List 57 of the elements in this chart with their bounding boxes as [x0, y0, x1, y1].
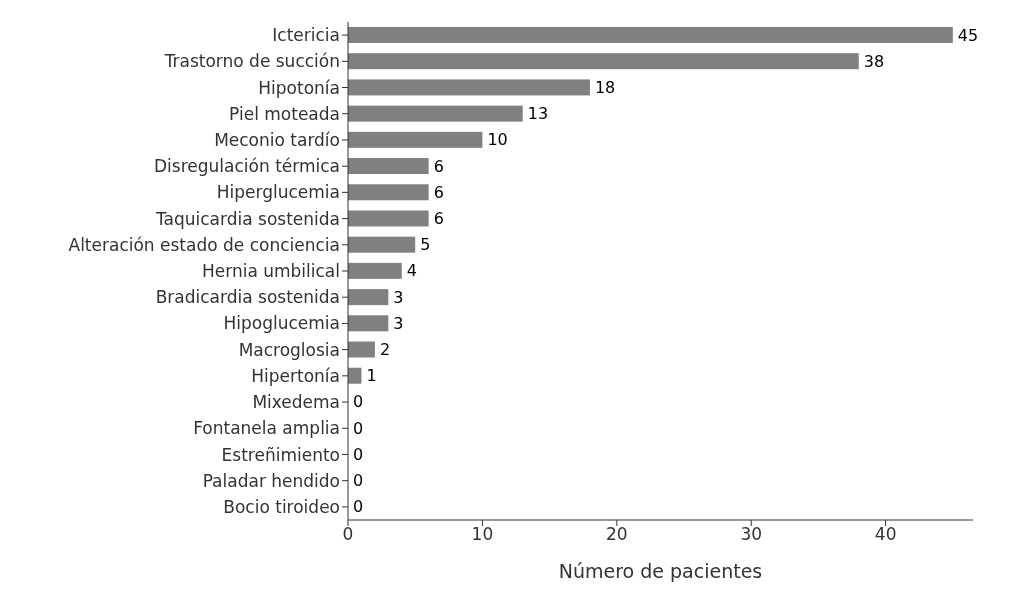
- y-tick-label: Estreñimiento: [221, 444, 340, 465]
- x-tick-label: 10: [471, 524, 494, 545]
- y-tick-label: Hernia umbilical: [201, 261, 340, 282]
- x-tick-label: 0: [342, 524, 354, 545]
- y-tick-label: Meconio tardío: [214, 129, 340, 150]
- y-tick-label: Trastorno de succión: [163, 51, 340, 72]
- y-tick-label: Hipotonía: [258, 77, 340, 98]
- bar: [348, 262, 402, 279]
- bar: [348, 236, 416, 253]
- x-tick-label: 40: [874, 524, 897, 545]
- y-tick-label: Ictericia: [272, 25, 340, 46]
- bar: [348, 79, 590, 96]
- bar: [348, 27, 953, 43]
- data-label: 0: [353, 418, 364, 438]
- y-tick-label: Alteración estado de conciencia: [68, 234, 340, 255]
- bar: [348, 289, 389, 306]
- y-tick-label: Bradicardia sostenida: [155, 287, 340, 308]
- y-tick-label: Hipertonía: [251, 365, 340, 386]
- data-label: 2: [379, 340, 391, 360]
- bar: [348, 210, 429, 227]
- data-label: 45: [957, 25, 979, 45]
- data-label: 1: [366, 366, 377, 386]
- x-tick-label: 20: [606, 524, 628, 545]
- y-tick-label: Fontanela amplia: [193, 418, 340, 439]
- bar: [348, 341, 375, 358]
- data-label: 5: [420, 235, 431, 255]
- data-label: 0: [353, 392, 364, 412]
- bar: [348, 315, 389, 332]
- y-tick-label: Paladar hendido: [202, 470, 340, 491]
- y-tick-label: Hiperglucemia: [216, 182, 340, 203]
- data-label: 3: [393, 287, 404, 307]
- data-label: 38: [863, 51, 885, 71]
- x-axis-title: Número de pacientes: [558, 560, 763, 582]
- bar: [348, 53, 859, 70]
- data-label: 6: [433, 208, 444, 228]
- bar: [348, 131, 483, 148]
- bar: [348, 158, 429, 175]
- y-tick-label: Piel moteada: [229, 103, 340, 124]
- data-label: 0: [353, 444, 364, 464]
- data-label: 6: [433, 182, 444, 202]
- data-label: 0: [353, 471, 364, 491]
- y-tick-label: Macroglosia: [238, 339, 340, 360]
- bar: [348, 105, 523, 122]
- y-tick-label: Taquicardia sostenida: [154, 208, 340, 229]
- y-tick-label: Disregulación térmica: [154, 156, 340, 177]
- y-tick-label: Hipoglucemia: [223, 313, 340, 334]
- data-label: 6: [433, 156, 444, 176]
- data-label: 13: [527, 104, 549, 124]
- data-label: 10: [487, 130, 508, 150]
- data-label: 3: [393, 313, 404, 333]
- data-label: 18: [594, 77, 616, 97]
- data-label: 4: [406, 261, 417, 281]
- y-tick-label: Mixedema: [252, 392, 340, 413]
- data-label: 0: [353, 497, 364, 517]
- bar: [348, 184, 429, 201]
- x-tick-label: 30: [740, 524, 763, 545]
- y-tick-label: Bocio tiroideo: [223, 496, 340, 517]
